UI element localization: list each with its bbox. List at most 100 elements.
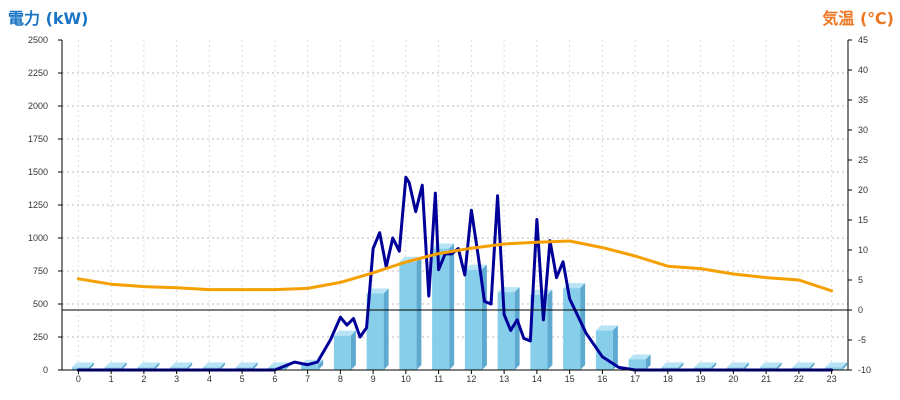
left-tick-label: 1750	[28, 134, 48, 144]
bar-side	[842, 362, 848, 370]
x-tick-label: 13	[499, 374, 509, 384]
x-tick-label: 18	[663, 374, 673, 384]
bar-side	[612, 325, 618, 370]
bar	[432, 243, 455, 370]
bar	[366, 288, 389, 370]
bar-front	[333, 335, 351, 370]
right-tick-label: 30	[858, 125, 868, 135]
bar-top	[366, 288, 389, 294]
x-tick-label: 2	[141, 374, 146, 384]
bar-top	[170, 362, 193, 368]
bar-top	[726, 362, 749, 368]
left-axis-title: 電力 (kW)	[8, 9, 89, 28]
left-tick-label: 1000	[28, 233, 48, 243]
x-tick-label: 8	[338, 374, 343, 384]
bar-side	[416, 256, 422, 370]
right-tick-label: -5	[858, 335, 866, 345]
right-tick-label: 20	[858, 185, 868, 195]
bar-side	[711, 362, 717, 370]
right-tick-label: 25	[858, 155, 868, 165]
bar-top	[71, 362, 94, 368]
x-tick-label: 10	[401, 374, 411, 384]
x-tick-label: 5	[240, 374, 245, 384]
bar-top	[792, 362, 815, 368]
x-tick-label: 15	[565, 374, 575, 384]
right-tick-label: 35	[858, 95, 868, 105]
bar-top	[595, 325, 618, 331]
bar-front	[825, 367, 843, 370]
bar-side	[187, 362, 193, 370]
left-tick-label: 750	[33, 266, 48, 276]
bar-side	[252, 362, 258, 370]
bar-side	[121, 362, 127, 370]
x-tick-label: 14	[532, 374, 542, 384]
bar-top	[333, 330, 356, 336]
x-tick-label: 20	[728, 374, 738, 384]
bar-side	[743, 362, 749, 370]
left-tick-label: 0	[43, 365, 48, 375]
bar-front	[432, 248, 450, 370]
left-tick-label: 500	[33, 299, 48, 309]
bar-side	[809, 362, 815, 370]
right-tick-label: 40	[858, 65, 868, 75]
right-tick-label: 45	[858, 35, 868, 45]
bar-top	[661, 362, 684, 368]
bar-front	[497, 292, 515, 370]
right-tick-label: 10	[858, 245, 868, 255]
bar	[333, 330, 356, 370]
right-tick-label: 15	[858, 215, 868, 225]
left-tick-label: 2250	[28, 68, 48, 78]
bar-side	[88, 362, 94, 370]
bar-top	[137, 362, 160, 368]
bar-top	[104, 362, 127, 368]
bar-front	[464, 269, 482, 370]
x-tick-label: 19	[696, 374, 706, 384]
x-tick-label: 1	[109, 374, 114, 384]
x-tick-label: 6	[272, 374, 277, 384]
left-tick-label: 250	[33, 332, 48, 342]
bar-series	[71, 243, 848, 370]
bar-side	[219, 362, 225, 370]
bar-side	[678, 362, 684, 370]
bar	[399, 256, 422, 370]
x-tick-label: 7	[305, 374, 310, 384]
bar-front	[628, 359, 646, 370]
x-tick-label: 16	[597, 374, 607, 384]
bar	[825, 362, 848, 370]
bar-front	[301, 364, 319, 370]
left-tick-label: 1500	[28, 167, 48, 177]
bar-top	[235, 362, 258, 368]
x-tick-label: 12	[466, 374, 476, 384]
bar	[628, 354, 651, 370]
power-line	[76, 175, 834, 372]
bar-front	[366, 293, 384, 370]
x-tick-label: 3	[174, 374, 179, 384]
bar-top	[694, 362, 717, 368]
right-tick-label: 5	[858, 275, 863, 285]
x-tick-label: 17	[630, 374, 640, 384]
bar-side	[514, 287, 520, 370]
bar-front	[399, 261, 417, 370]
left-tick-label: 2500	[28, 35, 48, 45]
x-tick-label: 23	[827, 374, 837, 384]
x-tick-label: 9	[371, 374, 376, 384]
right-tick-label: -10	[858, 365, 871, 375]
bar-side	[350, 330, 356, 370]
bar	[464, 264, 487, 370]
x-tick-label: 0	[76, 374, 81, 384]
bar-top	[202, 362, 225, 368]
left-tick-label: 1250	[28, 200, 48, 210]
bar-top	[825, 362, 848, 368]
bar-side	[383, 288, 389, 370]
bar-top	[759, 362, 782, 368]
bar	[497, 287, 520, 370]
right-axis-title: 気温 (℃)	[822, 9, 894, 28]
grid	[62, 40, 848, 370]
bar-side	[645, 354, 651, 370]
x-tick-label: 21	[761, 374, 771, 384]
bar-side	[547, 289, 553, 370]
bar-side	[318, 359, 324, 370]
x-tick-label: 11	[434, 374, 443, 384]
x-tick-label: 22	[794, 374, 804, 384]
